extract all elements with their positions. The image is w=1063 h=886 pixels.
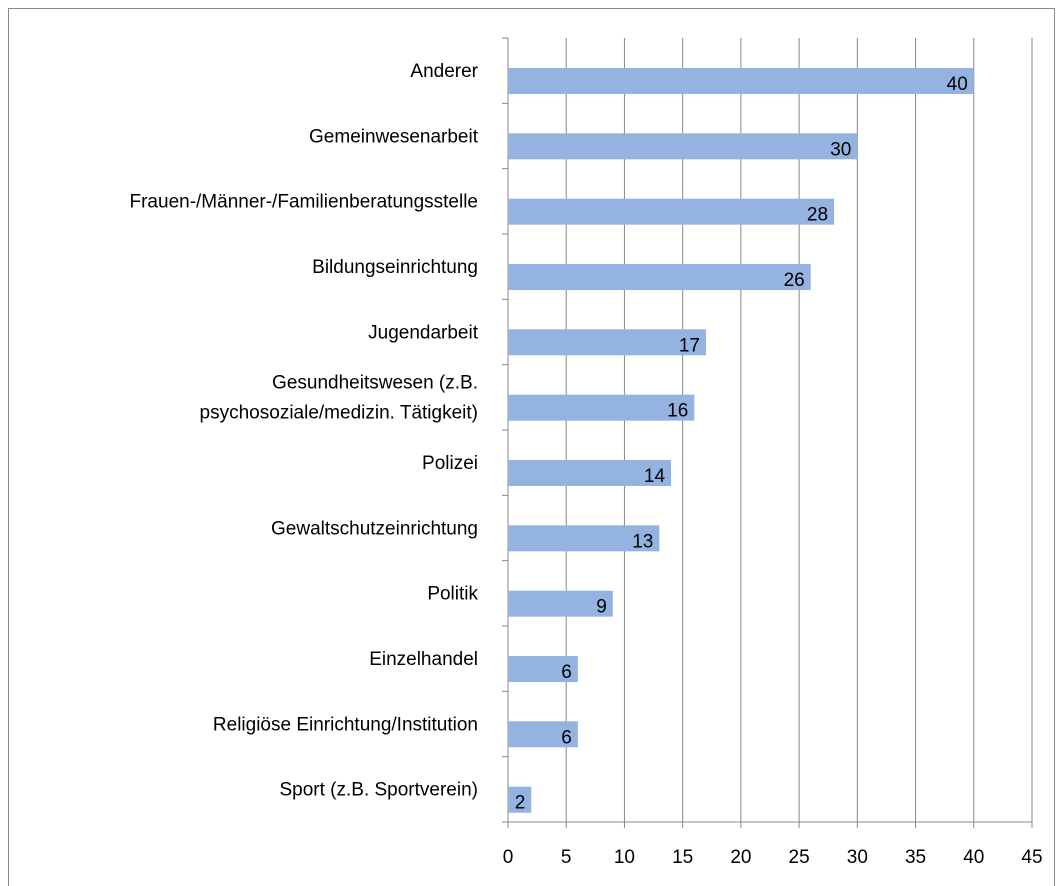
- y-tick-label: Einzelhandel: [369, 649, 478, 670]
- y-tick-label: Frauen-/Männer-/Familienberatungsstelle: [130, 192, 479, 213]
- y-tick-label: Jugendarbeit: [368, 322, 479, 343]
- bar: [508, 133, 858, 160]
- y-tick-label: Politik: [427, 584, 478, 605]
- x-tick-label: 15: [672, 847, 693, 868]
- data-label: 2: [515, 793, 526, 814]
- bar: [508, 68, 974, 94]
- bar: [508, 198, 835, 225]
- bar: [508, 786, 532, 813]
- y-tick-label: Anderer: [410, 61, 478, 82]
- y-tick-label: Bildungseinrichtung: [312, 257, 478, 278]
- y-tick-label: Polizei: [422, 453, 478, 474]
- x-tick-label: 30: [847, 847, 868, 868]
- data-label: 28: [807, 205, 828, 226]
- x-tick-label: 20: [730, 847, 751, 868]
- x-tick-label: 40: [963, 847, 984, 868]
- x-tick-label: 25: [789, 847, 810, 868]
- bar: [508, 460, 672, 486]
- bar: [508, 394, 695, 421]
- x-tick-label: 45: [1021, 847, 1042, 868]
- y-tick-label: Gesundheitswesen (z.B. psychosoziale/medi…: [200, 373, 478, 424]
- data-label: 30: [830, 139, 851, 160]
- y-tick-label: Sport (z.B. Sportverein): [279, 780, 478, 801]
- x-tick-label: 35: [905, 847, 926, 868]
- data-label: 9: [596, 597, 607, 618]
- bar: [508, 656, 578, 682]
- bar: [508, 721, 578, 748]
- data-label: 14: [644, 466, 666, 487]
- x-tick-label: 5: [561, 847, 572, 868]
- x-tick-label: 10: [614, 847, 635, 868]
- data-label: 6: [561, 662, 572, 683]
- data-label: 16: [667, 401, 688, 422]
- y-tick-label: Gemeinwesenarbeit: [309, 126, 479, 147]
- y-tick-label: Gewaltschutzeinrichtung: [271, 518, 478, 539]
- data-label: 40: [947, 74, 968, 95]
- bar: [508, 525, 660, 552]
- data-label: 6: [561, 727, 572, 748]
- chart-frame: [8, 8, 1055, 886]
- data-label: 13: [632, 531, 653, 552]
- y-tick-label: Religiöse Einrichtung/Institution: [213, 714, 478, 735]
- bar: [508, 590, 613, 617]
- data-label: 26: [784, 270, 805, 291]
- bar: [508, 264, 811, 290]
- data-label: 17: [679, 335, 700, 356]
- x-tick-label: 0: [503, 847, 514, 868]
- bar: [508, 329, 706, 356]
